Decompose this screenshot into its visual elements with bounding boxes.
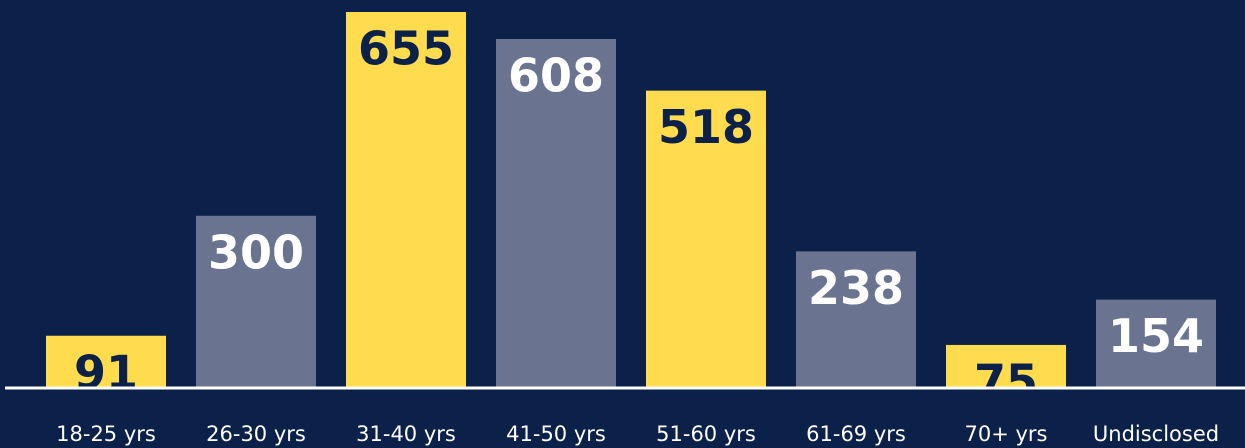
- bar: [646, 90, 766, 388]
- bar: [946, 344, 1066, 388]
- value-label: 300: [208, 225, 304, 279]
- x-tick-label: 70+ yrs: [965, 422, 1048, 446]
- bar: [796, 251, 916, 388]
- x-tick-label: 61-69 yrs: [806, 422, 906, 446]
- bar: [196, 215, 316, 388]
- bar: [496, 38, 616, 388]
- value-label: 75: [974, 354, 1038, 408]
- value-label: 238: [808, 261, 904, 315]
- x-tick-label: 51-60 yrs: [656, 422, 756, 446]
- x-tick-label: 31-40 yrs: [356, 422, 456, 446]
- value-label: 655: [358, 22, 454, 76]
- value-label: 518: [658, 100, 754, 154]
- bar: [346, 12, 466, 388]
- value-label: 154: [1108, 309, 1204, 363]
- value-label: 608: [508, 48, 604, 102]
- x-tick-label: 18-25 yrs: [56, 422, 156, 446]
- bar: [1096, 299, 1216, 388]
- x-tick-label: Undisclosed: [1093, 422, 1219, 446]
- x-tick-label: 41-50 yrs: [506, 422, 606, 446]
- value-label: 91: [74, 345, 138, 399]
- x-tick-label: 26-30 yrs: [206, 422, 306, 446]
- bar: [46, 335, 166, 388]
